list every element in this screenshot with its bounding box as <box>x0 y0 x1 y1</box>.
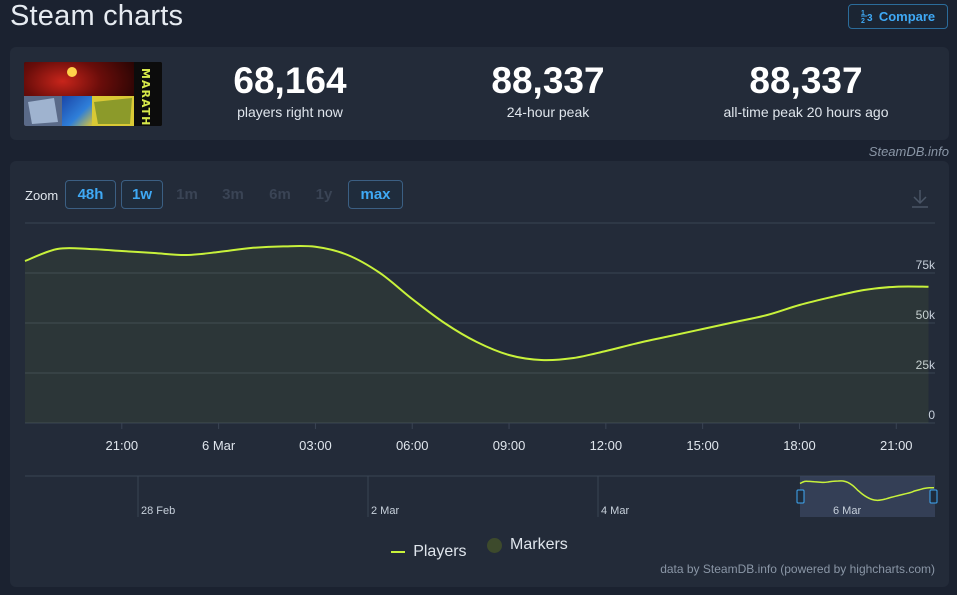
zoom-6m-button[interactable]: 6m <box>269 186 291 203</box>
stats-card: MARATHON 68,164 players right now 88,337… <box>10 47 949 140</box>
legend-item-players[interactable]: Players <box>391 542 467 561</box>
legend-players-label: Players <box>413 542 467 560</box>
svg-text:2: 2 <box>861 18 865 23</box>
game-logo-text: MARATHON <box>139 68 152 126</box>
x-tick-label: 21:00 <box>106 438 139 453</box>
x-tick-label: 09:00 <box>493 438 526 453</box>
navigator-handle-left <box>796 489 805 504</box>
fraction-icon: 1 2 3 <box>860 9 873 25</box>
stat-24h-peak: 88,337 24-hour peak <box>453 59 643 120</box>
y-tick-label: 25k <box>916 358 936 372</box>
download-icon[interactable] <box>910 188 930 215</box>
navigator-series-line <box>799 480 935 502</box>
x-tick-label: 15:00 <box>686 438 719 453</box>
zoom-48h-button[interactable]: 48h <box>65 180 116 209</box>
stat-value: 88,337 <box>491 60 605 101</box>
compare-button[interactable]: 1 2 3 Compare <box>848 4 948 29</box>
navigator-label: 4 Mar <box>601 505 629 517</box>
svg-text:1: 1 <box>861 10 865 17</box>
zoom-max-button[interactable]: max <box>348 180 403 209</box>
x-tick-label: 03:00 <box>299 438 332 453</box>
players-line <box>24 245 929 362</box>
zoom-1w-button[interactable]: 1w <box>121 180 163 209</box>
x-tick-label: 18:00 <box>783 438 816 453</box>
zoom-1m-button[interactable]: 1m <box>176 186 198 203</box>
navigator-label: 28 Feb <box>141 505 175 517</box>
zoom-label: Zoom <box>25 188 59 203</box>
y-tick-label: 0 <box>928 408 935 422</box>
legend-markers-label: Markers <box>510 536 568 553</box>
x-tick-label: 21:00 <box>880 438 913 453</box>
page-title: Steam charts <box>10 0 184 32</box>
chart-card: Zoom 48h 1w 1m 3m 6m 1y max 0 25k 50k 75k 21… <box>10 161 949 587</box>
stat-all-time-peak: 88,337 all-time peak 20 hours ago <box>690 59 922 120</box>
stat-label: players right now <box>237 104 343 120</box>
stat-label: all-time peak 20 hours ago <box>723 104 889 120</box>
navigator-label: 2 Mar <box>371 505 399 517</box>
zoom-1y-button[interactable]: 1y <box>315 186 333 203</box>
x-tick-label: 12:00 <box>590 438 623 453</box>
legend-item-markers[interactable]: Markers <box>487 536 568 554</box>
highcharts-credit[interactable]: data by SteamDB.info (powered by highcha… <box>660 562 935 576</box>
players-chart[interactable]: 0 25k 50k 75k 21:00 6 Mar 03:00 06:00 09:00 12:00… <box>10 161 949 531</box>
markers-legend-dot <box>487 537 503 553</box>
navigator-handle-right <box>929 489 938 504</box>
chart-legend: Players Markers <box>10 536 949 561</box>
x-tick-label: 6 Mar <box>202 438 236 453</box>
y-tick-label: 75k <box>916 258 936 272</box>
x-tick-label: 06:00 <box>396 438 429 453</box>
navigator-label: 6 Mar <box>833 505 861 517</box>
stat-label: 24-hour peak <box>506 104 590 120</box>
zoom-3m-button[interactable]: 3m <box>222 186 244 203</box>
players-legend-line <box>391 550 406 553</box>
y-tick-label: 50k <box>916 308 936 322</box>
steamdb-credit[interactable]: SteamDB.info <box>868 144 949 159</box>
svg-text:3: 3 <box>867 13 873 23</box>
compare-label: Compare <box>878 9 936 24</box>
players-area <box>25 245 929 423</box>
stat-value: 88,337 <box>749 60 863 101</box>
stat-current-players: 68,164 players right now <box>195 59 385 120</box>
stat-value: 68,164 <box>233 60 347 101</box>
game-thumbnail[interactable]: MARATHON <box>24 62 162 126</box>
